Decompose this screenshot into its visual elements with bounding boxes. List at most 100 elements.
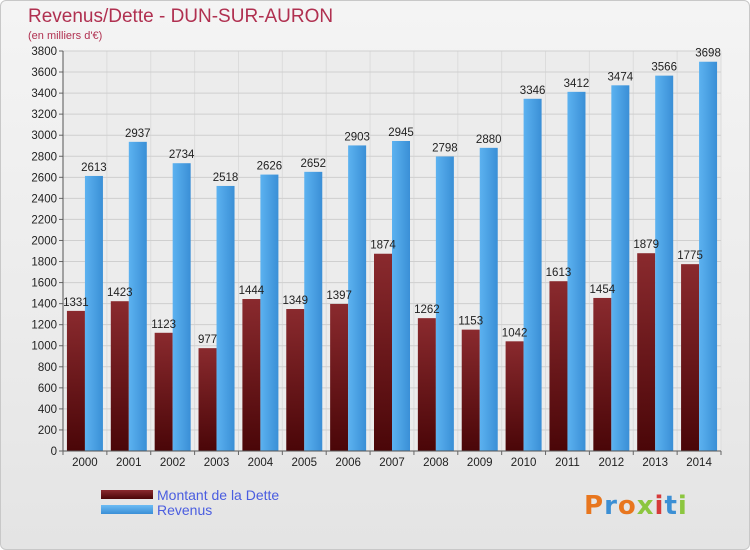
data-label-dette: 1262 bbox=[414, 304, 440, 316]
bar-dette bbox=[374, 253, 392, 451]
x-tick-label: 2000 bbox=[72, 457, 98, 469]
logo-letter: i bbox=[677, 491, 688, 521]
chart-subtitle: (en milliers d'€) bbox=[28, 30, 103, 42]
x-tick-label: 2005 bbox=[291, 457, 317, 469]
bar-revenus bbox=[655, 75, 674, 451]
bar-dette bbox=[330, 303, 349, 451]
data-label-revenus: 3346 bbox=[520, 85, 546, 97]
data-label-revenus: 2937 bbox=[125, 128, 151, 140]
bar-revenus bbox=[260, 174, 279, 451]
data-label-dette: 1874 bbox=[370, 240, 396, 252]
y-tick-label: 1800 bbox=[31, 257, 57, 269]
data-label-revenus: 3566 bbox=[651, 62, 677, 74]
x-tick-label: 2006 bbox=[335, 457, 361, 469]
data-label-revenus: 3474 bbox=[608, 71, 634, 83]
logo-letter: r bbox=[604, 491, 618, 521]
data-label-dette: 1123 bbox=[151, 319, 176, 331]
y-tick-label: 1600 bbox=[31, 278, 57, 290]
data-label-dette: 977 bbox=[198, 334, 217, 346]
data-label-revenus: 2626 bbox=[257, 161, 283, 173]
y-tick-label: 200 bbox=[38, 425, 57, 437]
y-tick-label: 3800 bbox=[31, 46, 57, 58]
bar-dette bbox=[242, 299, 261, 451]
legend-swatch-dette bbox=[101, 490, 153, 499]
legend-swatch-revenus bbox=[101, 505, 153, 514]
x-tick-label: 2014 bbox=[686, 457, 712, 469]
bar-dette bbox=[505, 341, 524, 451]
logo-letter: x bbox=[636, 491, 655, 521]
y-tick-label: 2400 bbox=[31, 193, 57, 205]
proxiti-logo: Proxiti bbox=[584, 491, 688, 521]
y-tick-label: 3600 bbox=[31, 67, 57, 79]
bar-revenus bbox=[216, 185, 235, 451]
x-tick-label: 2011 bbox=[555, 457, 580, 469]
x-tick-label: 2010 bbox=[511, 457, 537, 469]
y-tick-label: 2600 bbox=[31, 172, 57, 184]
logo-letter: i bbox=[654, 491, 665, 521]
y-tick-label: 600 bbox=[38, 383, 57, 395]
data-label-dette: 1042 bbox=[502, 327, 528, 339]
data-label-dette: 1775 bbox=[677, 250, 703, 262]
data-label-dette: 1444 bbox=[239, 285, 265, 297]
logo-letter: t bbox=[664, 491, 678, 521]
bar-dette bbox=[198, 348, 217, 451]
data-label-revenus: 2798 bbox=[432, 142, 458, 154]
bar-dette bbox=[549, 281, 568, 451]
y-tick-label: 1200 bbox=[31, 320, 57, 332]
legend-label-revenus: Revenus bbox=[157, 502, 213, 518]
y-tick-label: 3000 bbox=[31, 130, 57, 142]
data-label-revenus: 2945 bbox=[388, 127, 414, 139]
x-tick-label: 2004 bbox=[248, 457, 274, 469]
bar-dette bbox=[637, 253, 656, 451]
bar-revenus bbox=[567, 91, 586, 451]
legend-label-dette: Montant de la Dette bbox=[157, 487, 280, 503]
data-label-revenus: 2903 bbox=[344, 131, 370, 143]
data-label-dette: 1153 bbox=[458, 316, 483, 328]
data-label-revenus: 2880 bbox=[476, 134, 502, 146]
data-label-dette: 1879 bbox=[633, 239, 659, 251]
y-tick-label: 2000 bbox=[31, 235, 57, 247]
y-tick-label: 3200 bbox=[31, 109, 57, 121]
bar-dette bbox=[110, 301, 129, 451]
logo-letter: P bbox=[584, 491, 605, 521]
bar-revenus bbox=[479, 147, 498, 451]
bar-revenus bbox=[128, 141, 147, 451]
bar-revenus bbox=[84, 175, 103, 451]
x-tick-label: 2012 bbox=[599, 457, 625, 469]
bar-dette bbox=[593, 297, 612, 451]
bar-dette bbox=[681, 264, 700, 451]
data-label-revenus: 2518 bbox=[213, 172, 239, 184]
y-tick-label: 1400 bbox=[31, 299, 57, 311]
data-label-dette: 1454 bbox=[590, 284, 616, 296]
x-tick-label: 2013 bbox=[642, 457, 668, 469]
bar-revenus bbox=[392, 141, 410, 451]
y-tick-label: 400 bbox=[38, 404, 57, 416]
bar-revenus bbox=[304, 171, 323, 451]
bar-revenus bbox=[172, 163, 191, 452]
bar-revenus bbox=[699, 61, 718, 451]
data-label-dette: 1349 bbox=[282, 295, 308, 307]
data-label-dette: 1613 bbox=[546, 267, 572, 279]
bar-revenus bbox=[611, 85, 630, 451]
bar-dette bbox=[286, 309, 305, 451]
x-tick-label: 2008 bbox=[423, 457, 449, 469]
data-label-revenus: 3412 bbox=[564, 78, 590, 90]
y-tick-label: 0 bbox=[51, 446, 57, 458]
data-label-dette: 1331 bbox=[63, 297, 89, 309]
bar-revenus bbox=[435, 156, 454, 451]
y-tick-label: 2200 bbox=[31, 214, 57, 226]
data-label-dette: 1423 bbox=[107, 287, 133, 299]
chart-title: Revenus/Dette - DUN-SUR-AURON bbox=[28, 6, 334, 27]
y-tick-label: 1000 bbox=[31, 341, 57, 353]
x-tick-label: 2002 bbox=[160, 457, 186, 469]
data-label-revenus: 2652 bbox=[300, 158, 326, 170]
bar-revenus bbox=[348, 145, 367, 451]
x-tick-label: 2003 bbox=[204, 457, 230, 469]
data-label-revenus: 2613 bbox=[81, 162, 107, 174]
data-label-dette: 1397 bbox=[326, 290, 352, 302]
x-tick-label: 2009 bbox=[467, 457, 493, 469]
x-tick-label: 2001 bbox=[116, 457, 142, 469]
bar-revenus bbox=[523, 98, 542, 451]
